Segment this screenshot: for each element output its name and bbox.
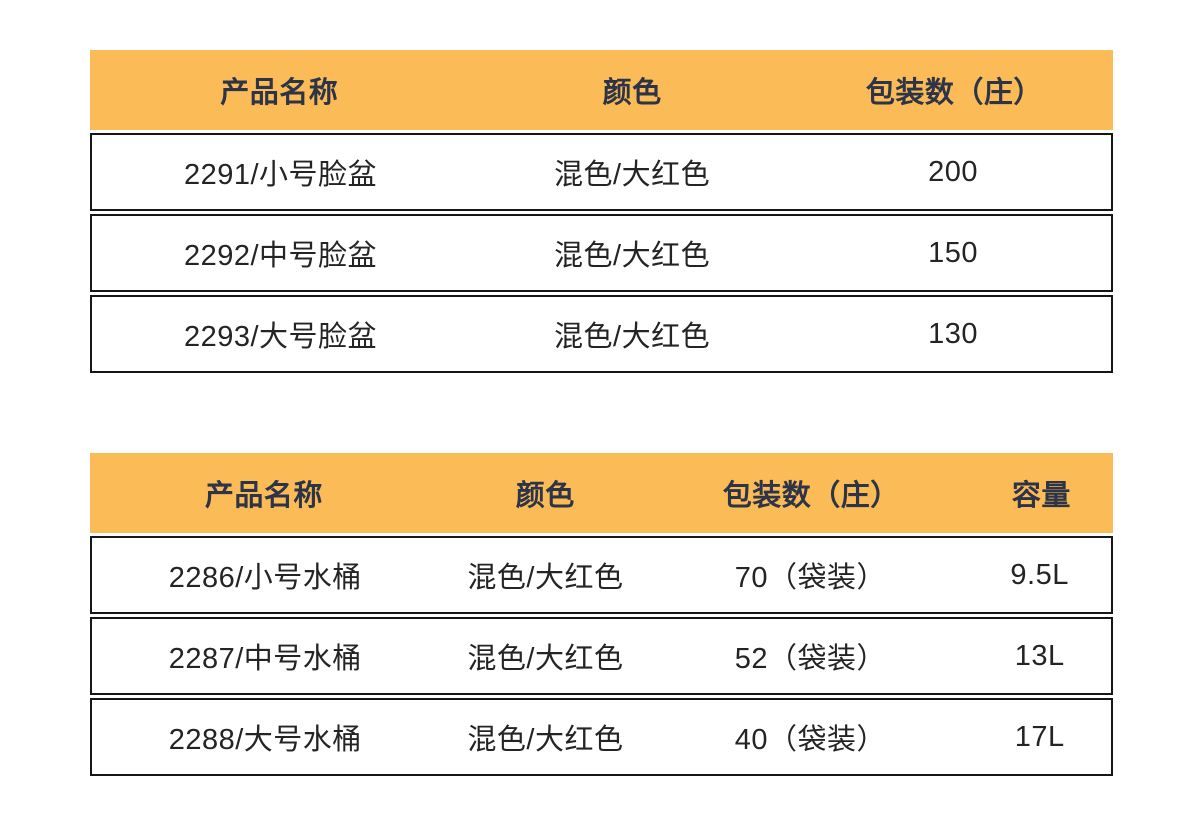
table-row: 2292/中号脸盆 混色/大红色 150 [90,214,1113,292]
basin-table-header-row: 产品名称 颜色 包装数（庄） [90,50,1113,130]
cell-product-name: 2286/小号水桶 [168,562,362,594]
cell-product-name: 2292/中号脸盆 [183,240,378,272]
cell-packing-qty: 52（袋装） [734,643,886,675]
cell-packing-qty: 200 [928,155,978,188]
cell-packing-qty: 70（袋装） [734,562,886,594]
cell-packing-qty: 40（袋装） [734,724,886,756]
cell-capacity: 17L [1014,720,1065,753]
cell-product-name: 2288/大号水桶 [168,724,362,756]
column-header-packing-qty: 包装数（庄） [722,480,900,512]
cell-product-name: 2291/小号脸盆 [183,159,378,191]
table-row: 2286/小号水桶 混色/大红色 70（袋装） 9.5L [90,536,1113,614]
cell-color: 混色/大红色 [554,159,711,191]
cell-color: 混色/大红色 [467,562,624,594]
bucket-packing-table: 产品名称 颜色 包装数（庄） 容量 2286/小号水桶 混色/大红色 70（袋装… [90,453,1113,776]
basin-packing-table: 产品名称 颜色 包装数（庄） 2291/小号脸盆 混色/大红色 200 2292… [90,50,1113,373]
column-header-product-name: 产品名称 [220,77,339,109]
cell-capacity: 9.5L [1010,558,1069,591]
cell-product-name: 2293/大号脸盆 [183,321,378,353]
table-row: 2288/大号水桶 混色/大红色 40（袋装） 17L [90,698,1113,776]
cell-color: 混色/大红色 [467,724,624,756]
cell-capacity: 13L [1014,639,1065,672]
cell-color: 混色/大红色 [554,240,711,272]
column-header-color: 颜色 [515,480,575,512]
cell-color: 混色/大红色 [554,321,711,353]
cell-packing-qty: 130 [928,317,978,350]
cell-color: 混色/大红色 [467,643,624,675]
column-header-capacity: 容量 [1011,480,1071,512]
column-header-product-name: 产品名称 [204,480,323,512]
table-row: 2287/中号水桶 混色/大红色 52（袋装） 13L [90,617,1113,695]
table-row: 2291/小号脸盆 混色/大红色 200 [90,133,1113,211]
bucket-table-header-row: 产品名称 颜色 包装数（庄） 容量 [90,453,1113,533]
cell-packing-qty: 150 [928,236,978,269]
column-header-packing-qty: 包装数（庄） [865,77,1043,109]
table-row: 2293/大号脸盆 混色/大红色 130 [90,295,1113,373]
column-header-color: 颜色 [602,77,662,109]
cell-product-name: 2287/中号水桶 [168,643,362,675]
